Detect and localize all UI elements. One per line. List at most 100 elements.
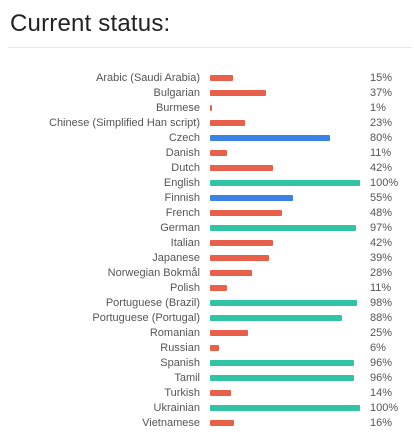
language-row: Portuguese (Brazil) 98% (0, 296, 414, 311)
language-name: Polish (170, 282, 200, 294)
language-name: English (163, 177, 200, 189)
percent-label: 11% (370, 282, 392, 294)
language-row: Finnish 55% (0, 191, 414, 206)
language-name: Czech (168, 132, 200, 144)
language-row: German 97% (0, 221, 414, 236)
language-row: Dutch 42% (0, 161, 414, 176)
percent-label: 39% (370, 252, 393, 264)
language-row: Arabic (Saudi Arabia) 15% (0, 71, 414, 86)
percent-label: 23% (370, 117, 393, 129)
language-name: Russian (160, 342, 200, 354)
progress-bar (210, 90, 266, 96)
percent-label: 98% (370, 297, 393, 309)
percent-label: 11% (370, 147, 392, 159)
progress-bar (210, 240, 273, 246)
language-name: Vietnamese (142, 417, 200, 429)
language-row: French 48% (0, 206, 414, 221)
percent-label: 42% (370, 237, 393, 249)
language-name: Chinese (Simplified Han script) (49, 117, 200, 129)
language-row: Vietnamese 16% (0, 416, 414, 431)
progress-bar (210, 285, 227, 291)
language-name: Norwegian Bokmål (107, 267, 200, 279)
percent-label: 25% (370, 327, 393, 339)
language-name: Portuguese (Brazil) (105, 297, 200, 309)
language-name: Spanish (160, 357, 200, 369)
language-row: Portuguese (Portugal) 88% (0, 311, 414, 326)
language-row: Turkish 14% (0, 386, 414, 401)
percent-label: 96% (370, 357, 393, 369)
language-row: Japanese 39% (0, 251, 414, 266)
progress-bar (210, 315, 342, 321)
language-row: Tamil 96% (0, 371, 414, 386)
percent-label: 97% (370, 222, 393, 234)
language-name: Bulgarian (153, 87, 200, 99)
language-name: Romanian (149, 327, 200, 339)
progress-bar (210, 345, 219, 351)
progress-bar (210, 330, 248, 336)
language-row: English 100% (0, 176, 414, 191)
percent-label: 100% (370, 402, 399, 414)
language-name: German (160, 222, 200, 234)
language-name: Burmese (155, 102, 200, 114)
percent-label: 96% (370, 372, 393, 384)
percent-label: 16% (370, 417, 393, 429)
language-row: Polish 11% (0, 281, 414, 296)
language-row: Italian 42% (0, 236, 414, 251)
progress-bar (210, 120, 245, 126)
language-row: Czech 80% (0, 131, 414, 146)
progress-bar (210, 255, 269, 261)
percent-label: 48% (370, 207, 393, 219)
progress-bar (210, 375, 354, 381)
language-name: Italian (170, 237, 200, 249)
percent-label: 28% (370, 267, 393, 279)
progress-bar (210, 180, 360, 186)
language-name: Ukrainian (153, 402, 200, 414)
progress-bar (210, 405, 360, 411)
progress-bar (210, 75, 233, 81)
percent-label: 1% (370, 102, 386, 114)
language-name: Danish (165, 147, 200, 159)
language-name: Arabic (Saudi Arabia) (96, 72, 200, 84)
language-name: Turkish (164, 387, 200, 399)
progress-bar (210, 270, 252, 276)
percent-label: 100% (370, 177, 399, 189)
progress-bar (210, 195, 293, 201)
progress-bar (210, 165, 273, 171)
language-row: Danish 11% (0, 146, 414, 161)
progress-bar (210, 300, 357, 306)
language-row: Burmese 1% (0, 101, 414, 116)
progress-bar (210, 390, 231, 396)
language-name: Finnish (164, 192, 200, 204)
language-row: Norwegian Bokmål 28% (0, 266, 414, 281)
language-list: Arabic (Saudi Arabia) 15% Bulgarian 37% Burm… (0, 71, 414, 431)
progress-bar (210, 135, 330, 141)
language-row: Bulgarian 37% (0, 86, 414, 101)
progress-bar (210, 420, 234, 426)
percent-label: 37% (370, 87, 393, 99)
progress-bar (210, 150, 227, 156)
percent-label: 6% (370, 342, 386, 354)
language-row: Russian 6% (0, 341, 414, 356)
language-name: Japanese (152, 252, 200, 264)
percent-label: 88% (370, 312, 393, 324)
percent-label: 55% (370, 192, 393, 204)
percent-label: 42% (370, 162, 393, 174)
progress-bar (210, 105, 212, 111)
language-row: Romanian 25% (0, 326, 414, 341)
page-title: Current status: (10, 10, 171, 37)
language-name: Dutch (171, 162, 200, 174)
progress-bar (210, 360, 354, 366)
language-row: Chinese (Simplified Han script) 23% (0, 116, 414, 131)
language-name: Portuguese (Portugal) (92, 312, 200, 324)
language-name: French (165, 207, 200, 219)
percent-label: 15% (370, 72, 393, 84)
percent-label: 80% (370, 132, 393, 144)
language-name: Tamil (174, 372, 200, 384)
language-row: Spanish 96% (0, 356, 414, 371)
progress-bar (210, 225, 356, 231)
percent-label: 14% (370, 387, 393, 399)
title-divider (8, 47, 412, 48)
progress-bar (210, 210, 282, 216)
language-row: Ukrainian 100% (0, 401, 414, 416)
